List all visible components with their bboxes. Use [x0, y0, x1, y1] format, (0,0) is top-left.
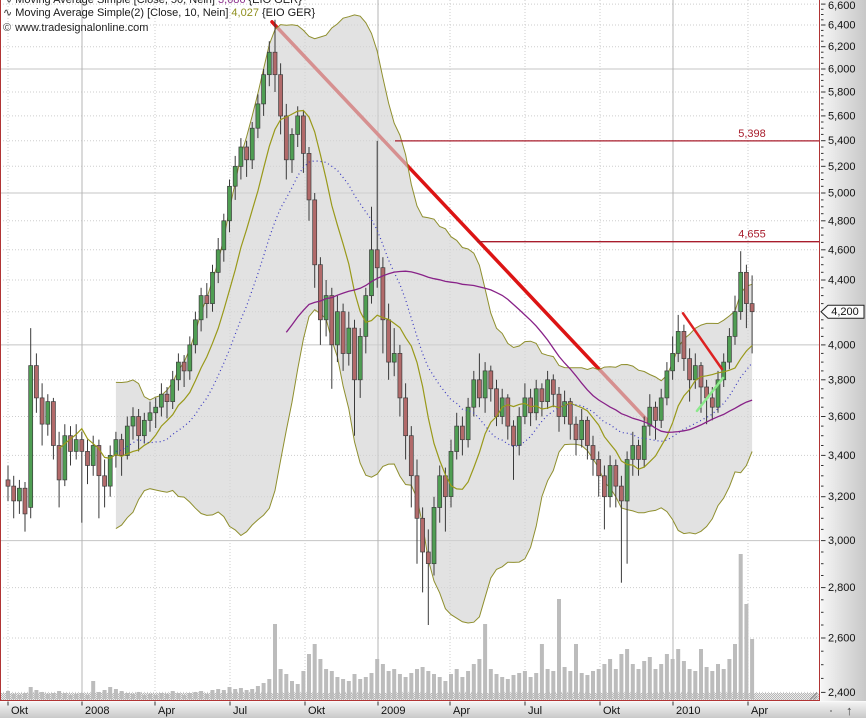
volume-bars [6, 554, 755, 699]
ma10-line [58, 109, 753, 490]
resistance-label-4655: 4,655 [738, 229, 766, 241]
candlestick-series [5, 19, 755, 625]
y-axis-label: 2,600 [828, 633, 856, 645]
watermark: © www.tradesignalonline.com [3, 22, 148, 34]
copyright-icon: © [3, 22, 12, 34]
x-axis-label: Okt [11, 705, 28, 717]
y-axis-label: 2,400 [828, 687, 856, 699]
y-axis-label: 5,600 [828, 110, 856, 122]
y-axis-label: 3,000 [828, 535, 856, 547]
y-axis-label: 3,800 [828, 374, 856, 386]
plot-area[interactable]: 5,398 4,655 [0, 0, 820, 701]
y-axis-label: 6,600 [828, 0, 856, 12]
wave-icon: ∿ [3, 7, 13, 19]
legend-row-ma50: ∿ Moving Average Simple [Close, 50, Nein]… [3, 0, 302, 6]
x-axis-label: 2010 [676, 705, 700, 717]
x-axis-label: Apr [158, 705, 175, 717]
x-axis-label: 2008 [85, 705, 109, 717]
x-axis-label: Apr [751, 705, 768, 717]
wave-icon: ∿ [3, 0, 13, 6]
y-axis-label: 3,400 [828, 450, 856, 462]
last-price-label: 4,200 [831, 306, 859, 318]
plot-border [0, 0, 820, 701]
x-axis-label: Jul [233, 705, 247, 717]
y-axis-label: 5,800 [828, 87, 856, 99]
legend-ma10-value: 4,027 [231, 7, 259, 19]
short-uptrend-line[interactable] [695, 376, 725, 413]
legend-ma10-symbol: {EIO GER} [261, 7, 316, 19]
x-axis-label: Apr [453, 705, 470, 717]
y-axis-label: 4,600 [828, 244, 856, 256]
y-axis-label: 5,000 [828, 188, 856, 200]
x-axis: Okt 2008 Apr Jul Okt 2009 Apr Jul Okt 2010 Apr ↑ [0, 701, 866, 718]
y-axis-label: 5,200 [828, 161, 856, 173]
legend-ma50-label: Moving Average Simple [Close, 50, Nein] [15, 0, 215, 6]
y-axis-label: 6,000 [828, 64, 856, 76]
y-axis-label: 2,800 [828, 582, 856, 594]
y-axis-label: 6,400 [828, 20, 856, 32]
scrollbar-dot-icon [830, 710, 832, 712]
y-axis-label: 3,600 [828, 411, 856, 423]
y-axis-label: 5,400 [828, 135, 856, 147]
ma50-line [285, 270, 753, 433]
last-price-marker: 4,200 [820, 304, 865, 319]
x-axis-label: Okt [603, 705, 620, 717]
x-axis-label: 2009 [381, 705, 405, 717]
legend-ma10-label: Moving Average Simple(2) [Close, 10, Nei… [15, 7, 229, 19]
up-arrow-icon[interactable]: ↑ [846, 703, 853, 718]
y-axis-label: 4,800 [828, 215, 856, 227]
legend-ma50-value: 3,686 [217, 0, 246, 6]
legend-row-ma10: ∿ Moving Average Simple(2) [Close, 10, Ne… [3, 6, 315, 19]
watermark-text: www.tradesignalonline.com [15, 22, 149, 34]
y-axis: 2,400 2,600 2,800 3,000 3,200 3,400 3,600 3,800… [820, 0, 866, 701]
short-downtrend-line[interactable] [681, 312, 724, 371]
x-axis-label: Jul [528, 705, 542, 717]
y-axis-label: 4,000 [828, 339, 856, 351]
resize-grip-icon[interactable] [809, 692, 818, 700]
legend-ma50-symbol: {EIO GER} [248, 0, 302, 6]
ma20-line [115, 160, 753, 453]
y-axis-label: 6,200 [828, 41, 856, 53]
y-axis-label: 3,200 [828, 491, 856, 503]
x-axis-label: Okt [308, 705, 325, 717]
y-axis-label: 4,400 [828, 275, 856, 287]
resistance-label-5398: 5,398 [738, 128, 766, 140]
